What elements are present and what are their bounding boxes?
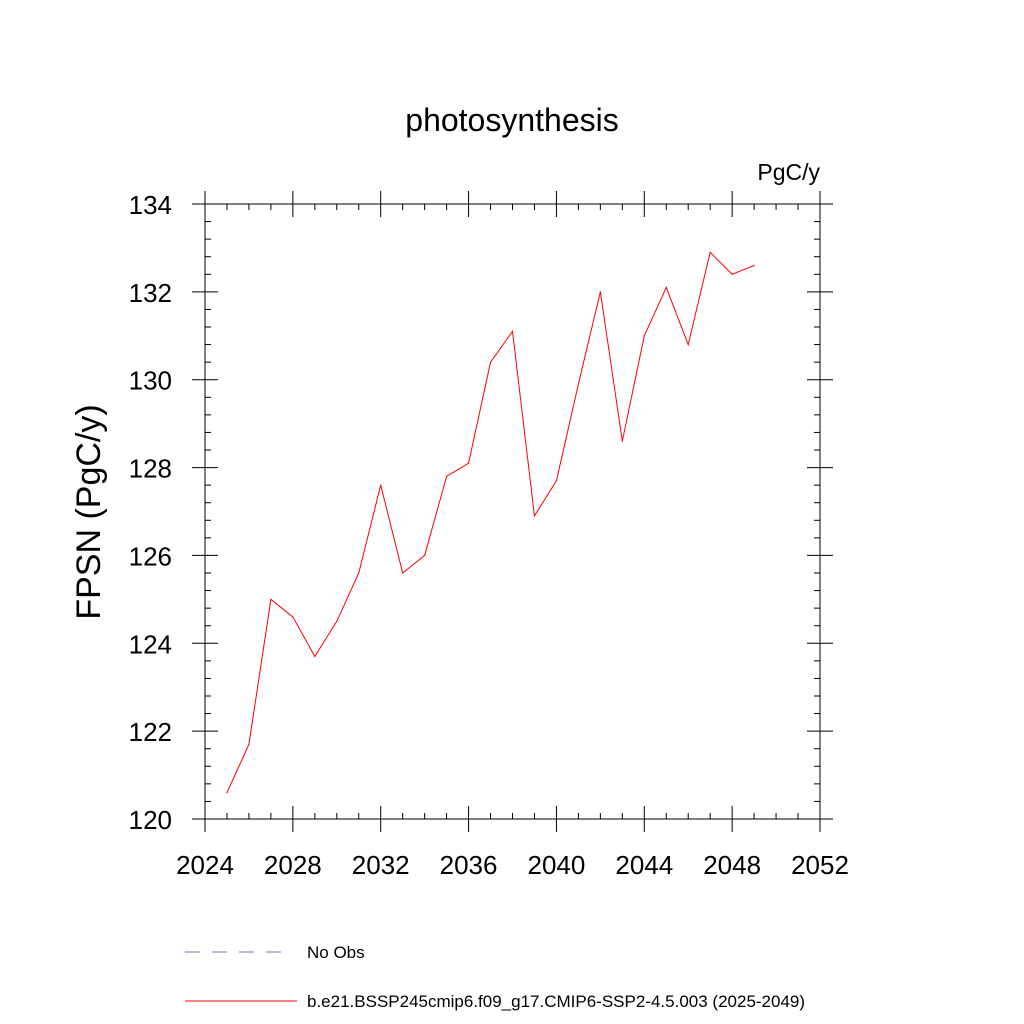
data-point <box>731 273 733 275</box>
data-point <box>709 251 711 253</box>
data-point <box>358 572 360 574</box>
data-point <box>511 330 514 332</box>
x-tick-label: 2032 <box>352 850 410 880</box>
y-tick-label: 130 <box>129 366 172 396</box>
data-point <box>446 475 448 477</box>
data-point <box>314 655 316 658</box>
data-point <box>599 291 601 293</box>
data-point <box>336 620 338 622</box>
legend-label-no-obs: No Obs <box>307 943 365 962</box>
y-tick-label: 128 <box>129 454 172 484</box>
data-point <box>424 554 426 557</box>
data-point <box>467 462 470 464</box>
y-tick-label: 124 <box>129 629 172 659</box>
chart-title: photosynthesis <box>405 102 618 138</box>
y-axis-label: FPSN (PgC/y) <box>70 404 108 619</box>
x-tick-label: 2040 <box>528 850 586 880</box>
x-tick-label: 2036 <box>440 850 498 880</box>
legend-label-series: b.e21.BSSP245cmip6.f09_g17.CMIP6-SSP2-4.… <box>307 992 805 1011</box>
x-tick-label: 2044 <box>615 850 673 880</box>
y-tick-label: 126 <box>129 541 172 571</box>
y-tick-label: 132 <box>129 278 172 308</box>
y-tick-label: 120 <box>129 805 172 835</box>
series-layer <box>226 251 755 794</box>
x-tick-label: 2024 <box>176 850 234 880</box>
major-ticks <box>192 191 833 832</box>
x-tick-label: 2048 <box>703 850 761 880</box>
data-point <box>292 616 294 618</box>
y-tick-label: 134 <box>129 190 172 220</box>
x-tick-label: 2052 <box>791 850 849 880</box>
data-point <box>577 383 579 385</box>
units-label: PgC/y <box>757 159 820 185</box>
plot-frame <box>204 203 821 820</box>
data-point <box>665 286 667 289</box>
data-point <box>621 440 623 442</box>
data-point <box>643 335 645 337</box>
data-point <box>753 264 755 267</box>
x-tick-label: 2028 <box>264 850 322 880</box>
minor-ticks <box>205 204 820 819</box>
data-point <box>489 361 492 363</box>
y-tick-labels: 120 122 124 126 128 130 132 134 <box>129 190 172 835</box>
data-point <box>270 598 272 600</box>
y-tick-label: 122 <box>129 717 172 747</box>
data-point <box>248 743 250 745</box>
x-tick-labels: 2024 2028 2032 2036 2040 2044 2048 2052 <box>176 850 849 880</box>
data-point <box>555 480 558 482</box>
legend: No Obs b.e21.BSSP245cmip6.f09_g17.CMIP6-… <box>185 943 805 1011</box>
data-point <box>687 343 689 346</box>
data-point <box>402 572 404 574</box>
data-point <box>380 484 382 486</box>
series-line <box>226 251 755 793</box>
data-point <box>226 792 228 794</box>
data-point <box>533 515 536 517</box>
